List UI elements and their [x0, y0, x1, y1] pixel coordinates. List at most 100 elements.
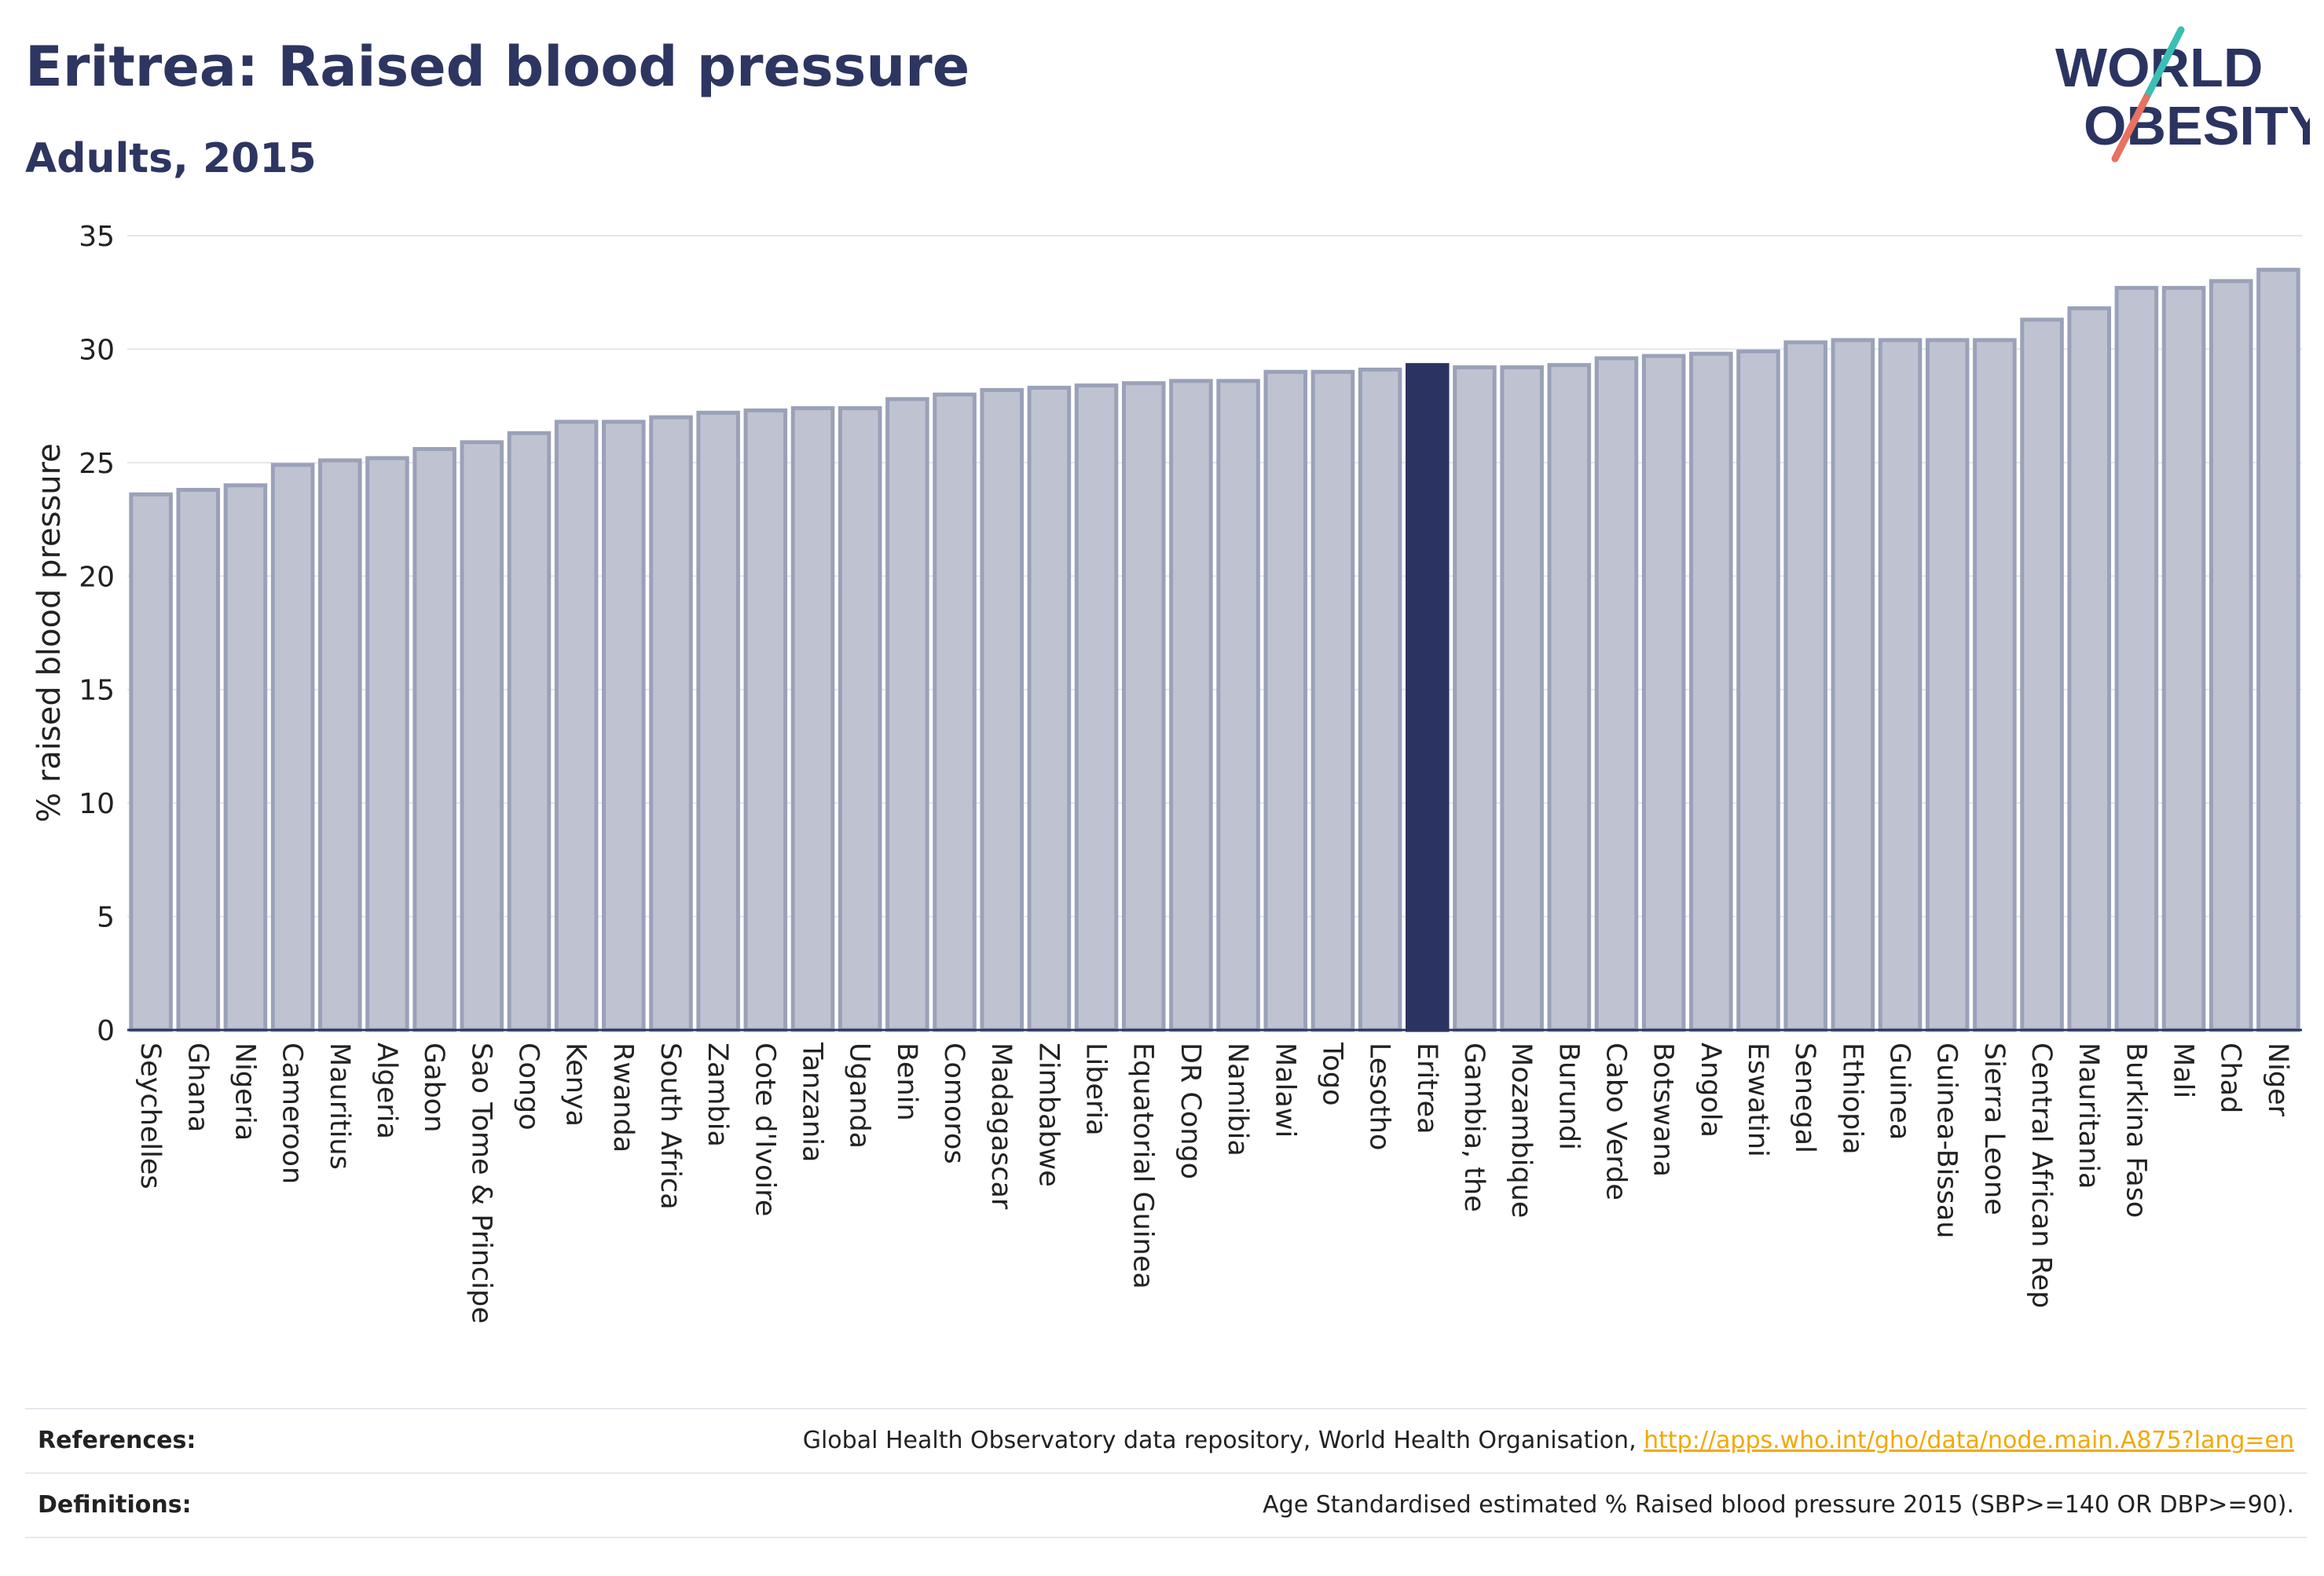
x-tick-label: Niger	[2262, 1043, 2293, 1117]
bar-uganda	[838, 406, 882, 1032]
x-tick-label: Eritrea	[1411, 1043, 1442, 1134]
page-title: Eritrea: Raised blood pressure	[25, 35, 970, 99]
x-tick-label: Mali	[2168, 1043, 2199, 1098]
bar-guinea-bissau	[1925, 338, 1970, 1032]
x-tick-label: Sierra Leone	[1978, 1043, 2010, 1215]
x-tick-label: Mozambique	[1505, 1043, 1537, 1218]
x-tick-label: Gabon	[418, 1043, 449, 1132]
bar-madagascar	[980, 387, 1024, 1032]
bar-malawi	[1263, 369, 1308, 1032]
x-tick-label: South Africa	[654, 1043, 686, 1210]
bar-guinea	[1878, 338, 1923, 1032]
bar-senegal	[1783, 340, 1827, 1032]
definitions-row: Definitions: Age Standardised estimated …	[25, 1472, 2307, 1538]
x-tick-label: Algeria	[371, 1043, 402, 1139]
bar-eswatini	[1736, 349, 1780, 1032]
x-tick-label: Tanzania	[797, 1042, 828, 1162]
x-tick-label: Nigeria	[229, 1043, 260, 1141]
bar-south-africa	[649, 415, 693, 1032]
x-tick-label: Zambia	[702, 1043, 733, 1147]
x-tick-label: Mauritania	[2073, 1043, 2104, 1189]
x-tick-label: Equatorial Guinea	[1127, 1043, 1159, 1289]
bar-mauritania	[2067, 306, 2111, 1032]
y-tick-label: 20	[79, 561, 115, 593]
bar-ghana	[176, 488, 221, 1032]
x-tick-label: Eswatini	[1742, 1043, 1773, 1157]
x-tick-label: Uganda	[844, 1043, 875, 1149]
x-tick-label: Ethiopia	[1836, 1043, 1868, 1155]
bar-cote-d-ivoire	[743, 408, 788, 1032]
y-axis-label: % raised blood pressure	[31, 443, 68, 823]
x-tick-label: Namibia	[1222, 1043, 1253, 1156]
x-tick-label: Togo	[1316, 1042, 1347, 1105]
bar-seychelles	[129, 492, 173, 1032]
x-tick-label: Burkina Faso	[2120, 1043, 2151, 1218]
x-tick-label: Malawi	[1269, 1043, 1300, 1138]
logo-slash-coral	[2111, 93, 2150, 163]
x-tick-labels: Seychelles Ghana Nigeria Cameroon Mauritius A…	[134, 1042, 2293, 1324]
bars	[129, 267, 2300, 1032]
x-tick-label: Congo	[512, 1043, 544, 1131]
bar-angola	[1689, 351, 1733, 1032]
bar-central-african-rep	[2020, 317, 2064, 1032]
x-tick-label: Senegal	[1789, 1043, 1820, 1153]
bar-niger	[2256, 267, 2300, 1032]
bar-namibia	[1216, 379, 1260, 1032]
bar-rwanda	[602, 420, 646, 1032]
definitions-value: Age Standardised estimated % Raised bloo…	[1263, 1491, 2294, 1519]
x-tick-label: Guinea-Bissau	[1931, 1043, 1963, 1238]
x-tick-label: Benin	[891, 1043, 922, 1121]
bar-cameroon	[270, 463, 315, 1032]
x-tick-label: Botswana	[1648, 1043, 1679, 1177]
bar-eritrea	[1406, 363, 1450, 1032]
bar-gambia-the	[1453, 365, 1497, 1032]
bar-congo	[507, 431, 552, 1032]
bar-sierra-leone	[1973, 338, 2017, 1032]
bar-zimbabwe	[1027, 386, 1072, 1032]
bar-dr-congo	[1169, 379, 1213, 1032]
y-tick-label: 30	[79, 334, 115, 366]
bar-chad	[2209, 279, 2253, 1032]
world-obesity-logo: WORLD OBESITY	[2055, 26, 2310, 163]
x-tick-label: Gambia, the	[1458, 1043, 1490, 1212]
x-tick-label: Cote d'Ivoire	[749, 1043, 780, 1216]
y-tick-labels: 0 5 10 15 20 25 30 35	[79, 221, 115, 1047]
bar-ethiopia	[1831, 338, 1875, 1032]
x-tick-label: Guinea	[1884, 1043, 1915, 1140]
references-link[interactable]: http://apps.who.int/gho/data/node.main.A…	[1644, 1427, 2294, 1454]
bar-chart: 0 5 10 15 20 25 30 35 Seychelles Ghana Nigeria Cam…	[31, 221, 2302, 1324]
bar-mali	[2161, 285, 2206, 1032]
x-tick-label: Ghana	[181, 1043, 213, 1132]
x-tick-label: DR Congo	[1175, 1043, 1206, 1179]
bar-gabon	[412, 447, 456, 1032]
bar-burkina-faso	[2114, 285, 2159, 1032]
x-tick-label: Angola	[1695, 1043, 1726, 1138]
bar-togo	[1310, 369, 1355, 1032]
x-tick-label: Madagascar	[985, 1043, 1017, 1210]
x-tick-label: Mauritius	[324, 1043, 355, 1170]
x-tick-label: Comoros	[938, 1043, 970, 1164]
x-tick-label: Kenya	[560, 1043, 592, 1127]
y-tick-label: 0	[97, 1015, 115, 1047]
references-label: References:	[38, 1427, 196, 1454]
x-tick-label: Cameroon	[277, 1043, 308, 1184]
x-tick-label: Sao Tome & Principe	[465, 1043, 497, 1324]
bar-mauritius	[318, 458, 362, 1032]
bar-mozambique	[1500, 365, 1544, 1032]
bar-burundi	[1547, 363, 1592, 1032]
bar-lesotho	[1358, 367, 1402, 1032]
x-tick-label: Burundi	[1552, 1043, 1584, 1150]
y-tick-label: 15	[79, 675, 115, 707]
bar-liberia	[1074, 383, 1119, 1032]
y-tick-label: 5	[97, 902, 115, 934]
x-tick-label: Zimbabwe	[1032, 1043, 1064, 1187]
references-value: Global Health Observatory data repositor…	[803, 1427, 2294, 1454]
bar-botswana	[1641, 354, 1686, 1032]
y-tick-label: 35	[79, 221, 115, 253]
bar-nigeria	[223, 483, 268, 1032]
x-tick-label: Liberia	[1080, 1043, 1112, 1136]
bar-zambia	[696, 410, 740, 1032]
x-tick-label: Rwanda	[607, 1043, 639, 1153]
logo-slash-teal	[2143, 26, 2185, 101]
references-row: References: Global Health Observatory da…	[25, 1408, 2307, 1472]
